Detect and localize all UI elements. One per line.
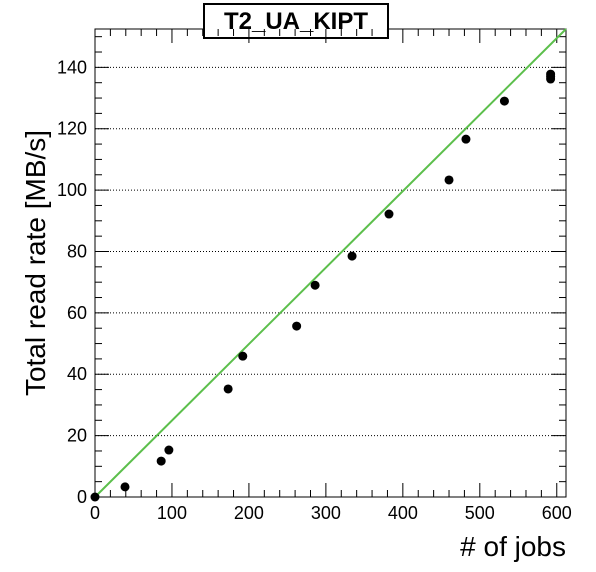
x-tick-label: 200	[234, 503, 264, 523]
y-axis-label: Total read rate [MB/s]	[20, 130, 51, 396]
fit-line	[94, 28, 567, 498]
x-axis-label: # of jobs	[460, 531, 566, 562]
x-tick-label: 400	[388, 503, 418, 523]
y-tick-label: 20	[67, 426, 87, 446]
y-tick-label: 140	[57, 57, 87, 77]
data-point	[90, 492, 100, 502]
y-tick-label: 40	[67, 364, 87, 384]
chart-title: T2_UA_KIPT	[224, 8, 368, 35]
y-tick-label: 120	[57, 119, 87, 139]
data-point	[223, 384, 233, 394]
title-box	[203, 3, 389, 39]
data-point	[384, 209, 394, 219]
x-tick-label: 600	[542, 503, 572, 523]
data-point	[347, 251, 357, 261]
x-tick-label: 0	[90, 503, 100, 523]
data-point	[499, 96, 509, 106]
data-point	[310, 280, 320, 290]
x-tick-label: 500	[465, 503, 495, 523]
y-tick-label: 0	[77, 487, 87, 507]
x-tick-label: 100	[157, 503, 187, 523]
x-tick-label: 300	[311, 503, 341, 523]
y-tick-label: 60	[67, 303, 87, 323]
y-tick-label: 80	[67, 241, 87, 261]
data-point	[238, 351, 248, 361]
data-point	[164, 445, 174, 455]
y-tick-label: 100	[57, 180, 87, 200]
data-point	[546, 72, 556, 82]
data-point	[120, 482, 130, 492]
data-point	[156, 456, 166, 466]
data-point	[444, 175, 454, 185]
data-point	[461, 134, 471, 144]
data-point	[292, 321, 302, 331]
